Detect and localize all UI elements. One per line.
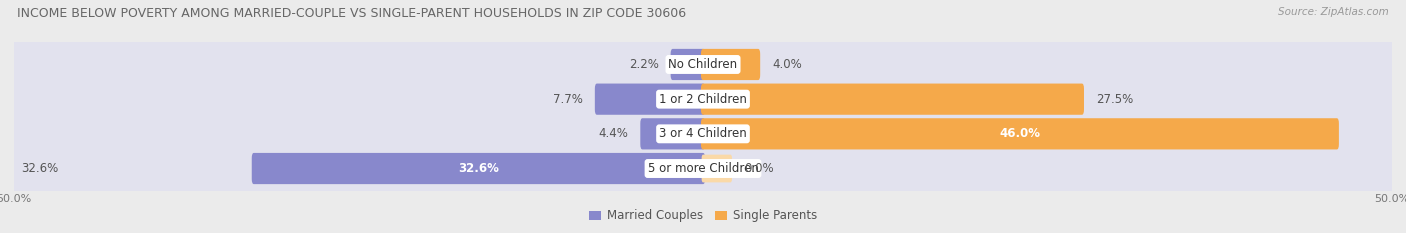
Text: 32.6%: 32.6% <box>21 162 58 175</box>
FancyBboxPatch shape <box>702 84 1084 115</box>
Text: 5 or more Children: 5 or more Children <box>648 162 758 175</box>
Text: 3 or 4 Children: 3 or 4 Children <box>659 127 747 140</box>
FancyBboxPatch shape <box>7 102 1399 166</box>
Text: No Children: No Children <box>668 58 738 71</box>
Text: 1 or 2 Children: 1 or 2 Children <box>659 93 747 106</box>
FancyBboxPatch shape <box>702 49 761 80</box>
Text: 4.4%: 4.4% <box>599 127 628 140</box>
Text: 4.0%: 4.0% <box>772 58 801 71</box>
FancyBboxPatch shape <box>252 153 704 184</box>
Text: 7.7%: 7.7% <box>553 93 583 106</box>
Text: 32.6%: 32.6% <box>458 162 499 175</box>
Legend: Married Couples, Single Parents: Married Couples, Single Parents <box>585 205 821 227</box>
Text: 27.5%: 27.5% <box>1095 93 1133 106</box>
Text: 2.2%: 2.2% <box>628 58 659 71</box>
FancyBboxPatch shape <box>7 33 1399 96</box>
FancyBboxPatch shape <box>671 49 704 80</box>
Text: Source: ZipAtlas.com: Source: ZipAtlas.com <box>1278 7 1389 17</box>
FancyBboxPatch shape <box>702 155 733 182</box>
FancyBboxPatch shape <box>7 137 1399 200</box>
FancyBboxPatch shape <box>702 118 1339 149</box>
Text: INCOME BELOW POVERTY AMONG MARRIED-COUPLE VS SINGLE-PARENT HOUSEHOLDS IN ZIP COD: INCOME BELOW POVERTY AMONG MARRIED-COUPL… <box>17 7 686 20</box>
Text: 0.0%: 0.0% <box>744 162 773 175</box>
FancyBboxPatch shape <box>595 84 704 115</box>
FancyBboxPatch shape <box>640 118 704 149</box>
Text: 46.0%: 46.0% <box>1000 127 1040 140</box>
FancyBboxPatch shape <box>7 67 1399 131</box>
